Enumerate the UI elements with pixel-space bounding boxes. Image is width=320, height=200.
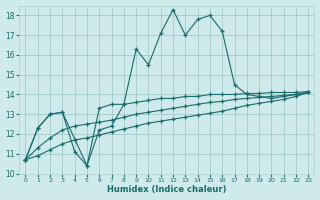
X-axis label: Humidex (Indice chaleur): Humidex (Indice chaleur) <box>107 185 227 194</box>
